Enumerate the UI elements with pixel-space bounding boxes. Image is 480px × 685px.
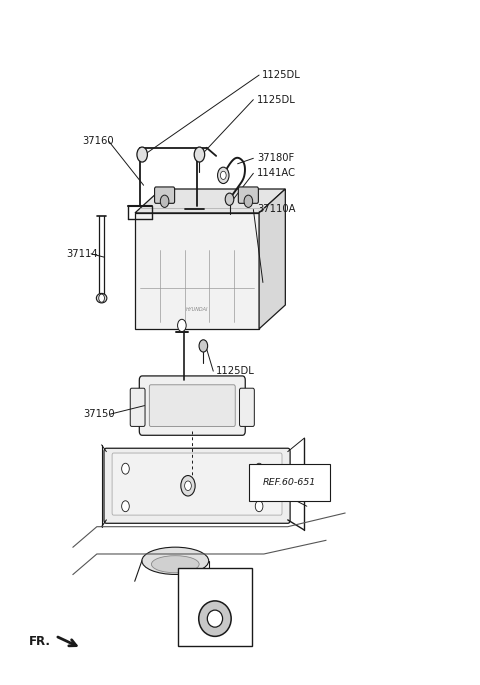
- FancyBboxPatch shape: [139, 376, 245, 435]
- Circle shape: [160, 195, 169, 208]
- FancyBboxPatch shape: [155, 187, 175, 203]
- Text: 1125DL: 1125DL: [262, 70, 300, 80]
- FancyBboxPatch shape: [112, 453, 282, 515]
- Text: 37180F: 37180F: [257, 153, 294, 163]
- Text: 37160: 37160: [83, 136, 114, 146]
- Bar: [135, 213, 259, 329]
- Circle shape: [178, 319, 186, 332]
- Text: 37150: 37150: [84, 409, 115, 419]
- Circle shape: [244, 195, 252, 208]
- Text: 37110A: 37110A: [257, 204, 296, 214]
- Circle shape: [225, 193, 234, 206]
- Circle shape: [121, 463, 129, 474]
- Circle shape: [181, 475, 195, 496]
- Polygon shape: [259, 189, 285, 329]
- Polygon shape: [135, 189, 285, 213]
- Ellipse shape: [199, 601, 231, 636]
- Text: HYUNDAI: HYUNDAI: [186, 307, 208, 312]
- FancyBboxPatch shape: [239, 187, 258, 203]
- Text: 1141AC: 1141AC: [257, 169, 296, 178]
- Text: 1125DL: 1125DL: [216, 366, 255, 376]
- Circle shape: [199, 340, 208, 352]
- Circle shape: [194, 147, 204, 162]
- Text: 37114: 37114: [66, 249, 97, 259]
- Ellipse shape: [207, 610, 223, 627]
- FancyBboxPatch shape: [104, 448, 290, 523]
- Text: 1125DL: 1125DL: [257, 95, 296, 105]
- FancyBboxPatch shape: [130, 388, 145, 427]
- Ellipse shape: [151, 556, 199, 573]
- Ellipse shape: [96, 293, 107, 303]
- Text: FR.: FR.: [29, 635, 51, 648]
- Circle shape: [217, 167, 229, 184]
- FancyBboxPatch shape: [240, 388, 254, 427]
- Circle shape: [255, 501, 263, 512]
- Text: 1731JB: 1731JB: [198, 576, 232, 586]
- Circle shape: [137, 147, 147, 162]
- Circle shape: [255, 463, 263, 474]
- Circle shape: [185, 481, 192, 490]
- Bar: [178, 568, 252, 646]
- Circle shape: [99, 294, 105, 302]
- Circle shape: [121, 501, 129, 512]
- Ellipse shape: [142, 547, 209, 575]
- FancyBboxPatch shape: [149, 385, 235, 427]
- Text: REF.60-651: REF.60-651: [263, 478, 316, 487]
- Circle shape: [220, 171, 226, 179]
